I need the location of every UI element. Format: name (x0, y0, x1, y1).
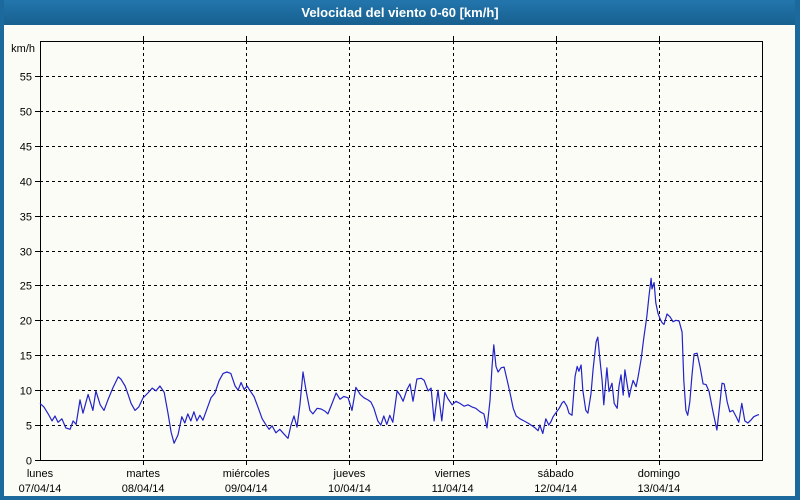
x-day-label: domingo (638, 468, 680, 480)
x-day-label: jueves (333, 468, 366, 480)
y-tick-label: 55 (20, 72, 32, 84)
y-tick-label: 15 (20, 351, 32, 363)
y-tick-label: 20 (20, 316, 32, 328)
x-day-label: sábado (538, 468, 574, 480)
y-tick-label: 45 (20, 142, 32, 154)
y-tick-label: 10 (20, 386, 32, 398)
y-tick-label: 30 (20, 247, 32, 259)
x-date-label: 12/04/14 (534, 483, 577, 495)
y-tick-label: 25 (20, 281, 32, 293)
x-date-label: 10/04/14 (328, 483, 371, 495)
x-day-label: martes (126, 468, 160, 480)
y-tick-label: 5 (26, 421, 32, 433)
x-date-label: 07/04/14 (19, 483, 62, 495)
x-date-label: 09/04/14 (225, 483, 268, 495)
y-axis-unit-label: km/h (11, 43, 35, 55)
plot-border (40, 41, 763, 461)
x-day-label: viernes (435, 468, 471, 480)
y-tick-label: 35 (20, 212, 32, 224)
x-date-label: 11/04/14 (432, 483, 474, 495)
y-tick-label: 50 (20, 107, 32, 119)
x-day-label: miércoles (223, 468, 271, 480)
title-bar: Velocidad del viento 0-60 [km/h] (0, 0, 800, 25)
x-day-label: lunes (27, 468, 54, 480)
x-date-label: 08/04/14 (122, 483, 165, 495)
wind-speed-series (39, 277, 760, 444)
x-date-label: 13/04/14 (637, 483, 680, 495)
y-tick-label: 40 (20, 177, 32, 189)
y-tick-label: 0 (26, 456, 32, 468)
window-title: Velocidad del viento 0-60 [km/h] (301, 5, 499, 20)
